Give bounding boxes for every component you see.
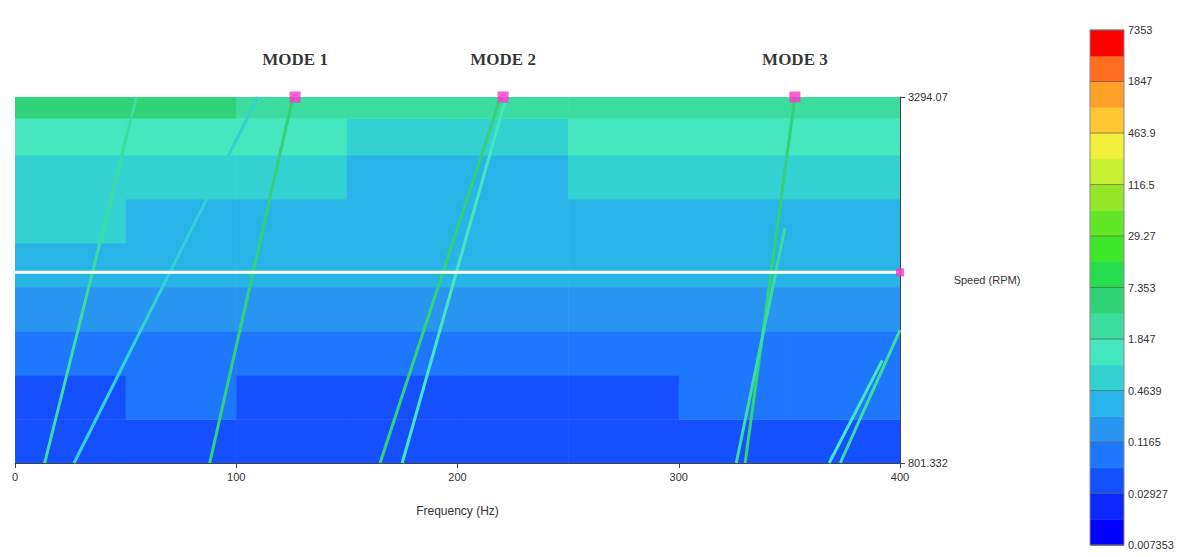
svg-text:0.1165: 0.1165 [1128,436,1161,448]
svg-text:7353: 7353 [1128,24,1152,36]
svg-text:400: 400 [891,471,909,483]
svg-text:801.332: 801.332 [908,457,948,469]
svg-text:463.9: 463.9 [1128,127,1156,139]
svg-text:0.02927: 0.02927 [1128,488,1168,500]
svg-text:MODE 2: MODE 2 [470,50,536,69]
svg-text:0.007353: 0.007353 [1128,539,1174,551]
svg-text:116.5: 116.5 [1128,179,1155,191]
svg-text:1.847: 1.847 [1128,333,1156,345]
svg-text:Frequency (Hz): Frequency (Hz) [416,504,499,518]
svg-text:200: 200 [448,471,466,483]
svg-text:3294.07: 3294.07 [908,91,948,103]
svg-text:MODE 3: MODE 3 [762,50,828,69]
svg-text:100: 100 [227,471,245,483]
svg-text:29.27: 29.27 [1128,230,1156,242]
svg-text:1847: 1847 [1128,75,1152,87]
svg-text:Speed (RPM): Speed (RPM) [954,274,1021,286]
svg-text:0: 0 [12,471,18,483]
svg-text:300: 300 [670,471,688,483]
svg-text:MODE 1: MODE 1 [262,50,328,69]
svg-text:0.4639: 0.4639 [1128,385,1162,397]
svg-text:7.353: 7.353 [1128,282,1156,294]
